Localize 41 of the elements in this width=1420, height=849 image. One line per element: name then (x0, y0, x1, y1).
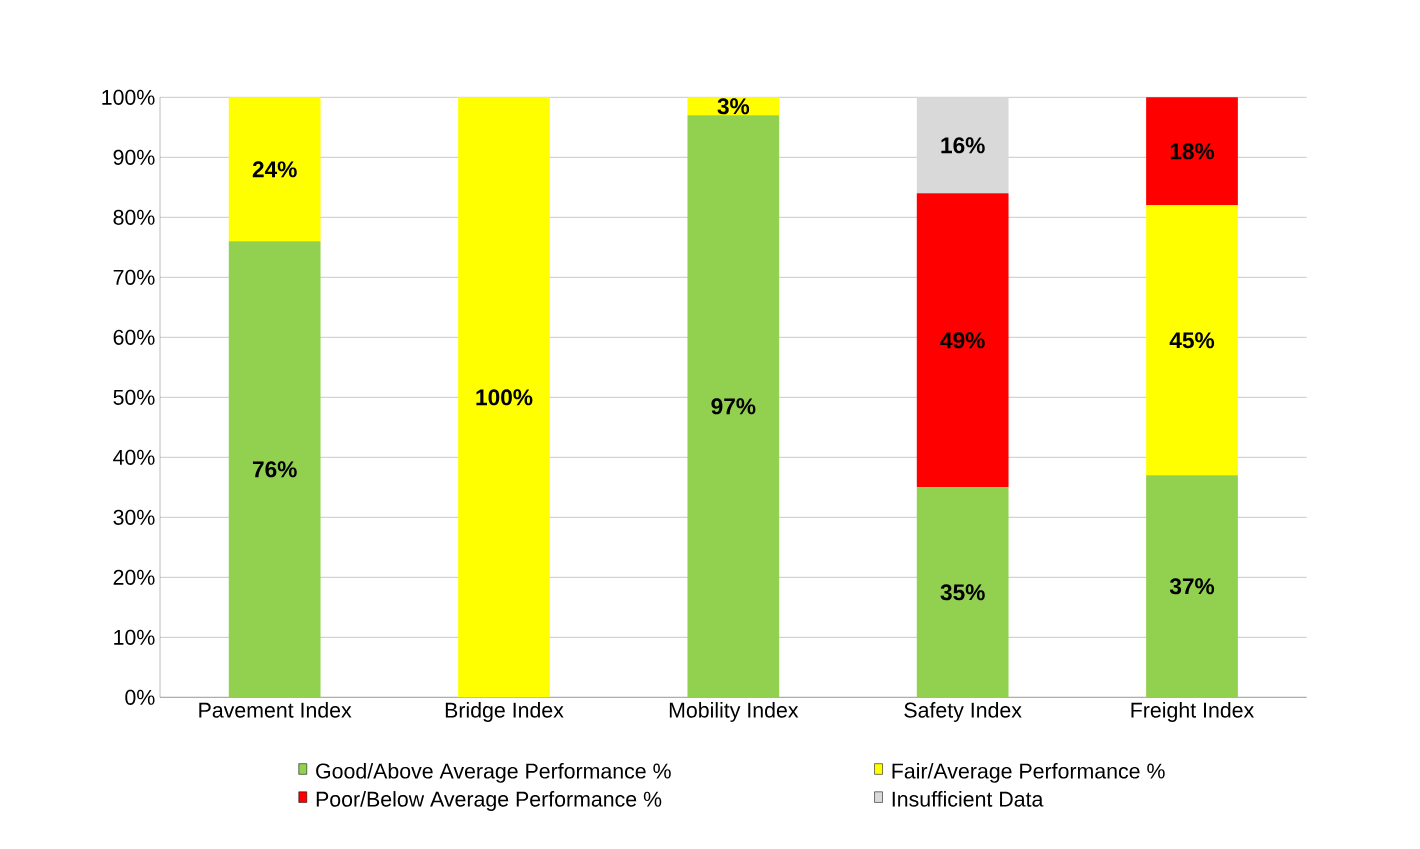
bar (1146, 475, 1238, 698)
y-tick-label: 50% (113, 389, 155, 405)
legend-label: Fair/Average Performance % (892, 762, 1165, 783)
y-tick-label: 40% (113, 449, 155, 465)
data-label: 3% (717, 98, 750, 115)
x-tick-label: Mobility Index (669, 701, 799, 722)
y-tick-label: 100% (102, 89, 155, 105)
data-label: 37% (1169, 578, 1215, 595)
x-tick-label: Freight Index (1131, 701, 1254, 722)
bar (228, 241, 321, 698)
x-tick-label: Safety Index (904, 701, 1022, 722)
x-tick-label: Bridge Index (445, 701, 564, 722)
y-tick-label: 70% (113, 269, 155, 285)
legend-label: Poor/Below Average Performance % (316, 790, 662, 811)
data-label: 18% (1170, 143, 1215, 160)
data-label: 97% (711, 398, 756, 415)
y-tick-label: 10% (114, 629, 155, 645)
y-tick-label: 20% (113, 569, 155, 585)
data-label: 49% (940, 332, 985, 349)
legend-label: Good/Above Average Performance % (316, 762, 671, 783)
bar (916, 487, 1009, 698)
bar (228, 97, 321, 242)
y-tick-label: 0% (125, 689, 155, 705)
y-tick-label: 80% (113, 209, 155, 225)
y-tick-label: 90% (113, 149, 155, 165)
bar (458, 97, 550, 698)
data-label: 24% (252, 161, 297, 178)
bar (916, 193, 1009, 488)
data-label: 100% (476, 389, 533, 406)
data-label: 35% (940, 584, 985, 601)
bar (687, 115, 780, 698)
bar (1146, 205, 1238, 476)
data-label: 76% (252, 461, 297, 478)
data-label: 45% (1169, 332, 1215, 349)
y-tick-label: 30% (113, 509, 155, 525)
data-label: 16% (941, 137, 985, 154)
bar (1146, 97, 1238, 206)
y-tick-label: 60% (113, 329, 155, 345)
bar (916, 97, 1009, 194)
x-tick-label: Pavement Index (199, 701, 352, 718)
legend-label: Insufficient Data (892, 790, 1044, 807)
